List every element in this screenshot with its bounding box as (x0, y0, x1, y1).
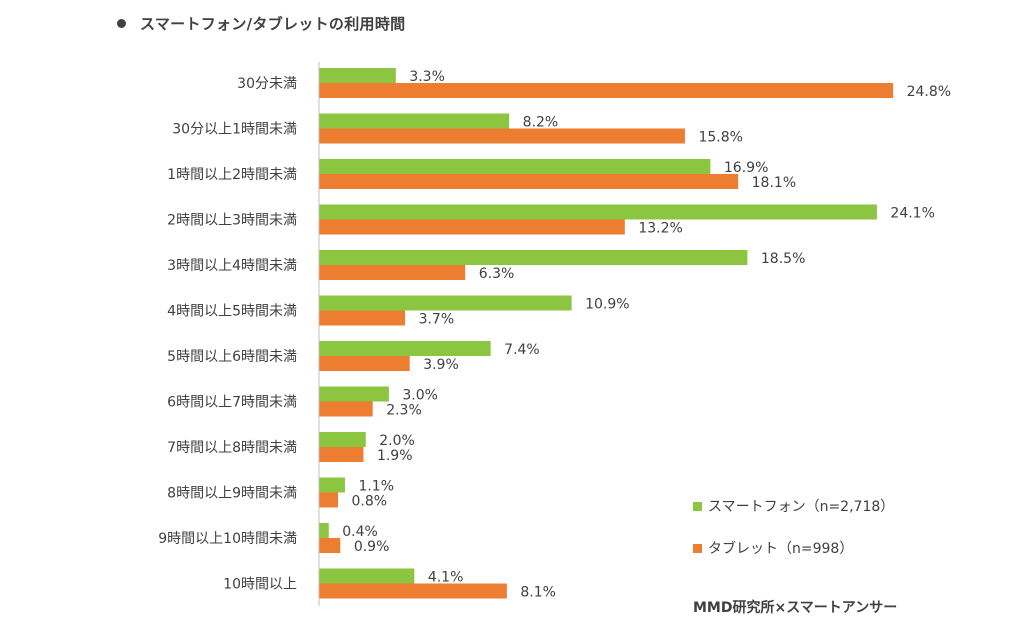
bar-smartphone (319, 432, 366, 447)
bar-smartphone (319, 159, 711, 174)
data-label-tablet: 2.3% (386, 403, 422, 419)
chart-title: スマートフォン/タブレットの利用時間 (140, 14, 406, 33)
category-label: 1時間以上2時間未満 (167, 167, 297, 183)
bar-smartphone (319, 477, 345, 493)
category-label: 9時間以上10時間未満 (158, 531, 297, 547)
data-label-tablet: 1.9% (377, 448, 413, 464)
category-label: 30分未満 (237, 76, 297, 92)
bar-tablet (319, 401, 373, 417)
category-label: 8時間以上9時間未満 (167, 486, 297, 502)
bar-tablet (319, 310, 406, 326)
data-label-tablet: 6.3% (479, 266, 515, 282)
data-label-tablet: 15.8% (698, 130, 742, 146)
bar-smartphone (319, 341, 491, 356)
category-label: 2時間以上3時間未満 (167, 213, 297, 229)
data-label-tablet: 8.1% (520, 585, 556, 601)
category-label: 6時間以上7時間未満 (167, 395, 297, 411)
category-label: 7時間以上8時間未満 (167, 440, 297, 456)
data-label-smartphone: 10.9% (585, 297, 629, 313)
data-label-smartphone: 8.2% (523, 115, 559, 131)
bar-tablet (319, 83, 894, 98)
data-label-tablet: 18.1% (752, 175, 796, 191)
category-label: 3時間以上4時間未満 (167, 258, 297, 274)
data-label-tablet: 3.9% (423, 357, 459, 373)
bullet-icon (117, 18, 126, 28)
bar-tablet (319, 447, 364, 462)
bar-tablet (319, 356, 410, 371)
bar-tablet (319, 265, 466, 280)
bar-smartphone (319, 204, 877, 220)
bar-smartphone (319, 68, 396, 83)
chart-header: スマートフォン/タブレットの利用時間 (117, 11, 405, 35)
data-label-tablet: 3.7% (419, 312, 455, 328)
data-label-smartphone: 1.1% (358, 479, 394, 495)
bar-tablet (319, 583, 507, 599)
legend-swatch-tablet (693, 543, 702, 553)
legend-swatch-smartphone (693, 501, 702, 511)
data-label-tablet: 24.8% (907, 84, 951, 100)
bar-smartphone (319, 113, 510, 129)
legend-item-smartphone: スマートフォン（n=2,718） (693, 496, 894, 516)
data-label-smartphone: 18.5% (761, 251, 805, 267)
bar-tablet (319, 538, 341, 553)
bar-smartphone (319, 250, 748, 265)
data-label-smartphone: 3.3% (409, 69, 445, 85)
bar-tablet (319, 174, 739, 189)
legend-label-tablet: タブレット（n=998） (708, 541, 854, 557)
data-label-smartphone: 4.1% (428, 570, 464, 586)
category-label: 30分以上1時間未満 (172, 122, 297, 138)
data-label-tablet: 0.9% (354, 539, 390, 555)
legend: スマートフォン（n=2,718） タブレット（n=998） (693, 496, 894, 580)
bar-smartphone (319, 568, 415, 584)
data-label-smartphone: 16.9% (724, 160, 768, 176)
data-label-tablet: 0.8% (352, 494, 388, 510)
bar-tablet (319, 492, 339, 508)
data-label-smartphone: 24.1% (890, 206, 934, 222)
data-label-smartphone: 7.4% (504, 342, 540, 358)
data-label-smartphone: 0.4% (342, 524, 378, 540)
bar-smartphone (319, 523, 329, 538)
category-label: 10時間以上 (223, 577, 297, 593)
data-label-smartphone: 2.0% (379, 433, 415, 449)
bar-smartphone (319, 295, 572, 311)
category-label: 4時間以上5時間未満 (167, 304, 297, 320)
source-credit: MMD研究所×スマートアンサー (693, 600, 898, 616)
data-label-tablet: 13.2% (638, 221, 682, 237)
category-label: 5時間以上6時間未満 (167, 349, 297, 365)
legend-item-tablet: タブレット（n=998） (693, 538, 894, 558)
bar-tablet (319, 128, 685, 144)
bar-smartphone (319, 386, 389, 402)
legend-label-smartphone: スマートフォン（n=2,718） (708, 499, 895, 515)
bar-tablet (319, 219, 625, 235)
data-label-smartphone: 3.0% (402, 388, 438, 404)
